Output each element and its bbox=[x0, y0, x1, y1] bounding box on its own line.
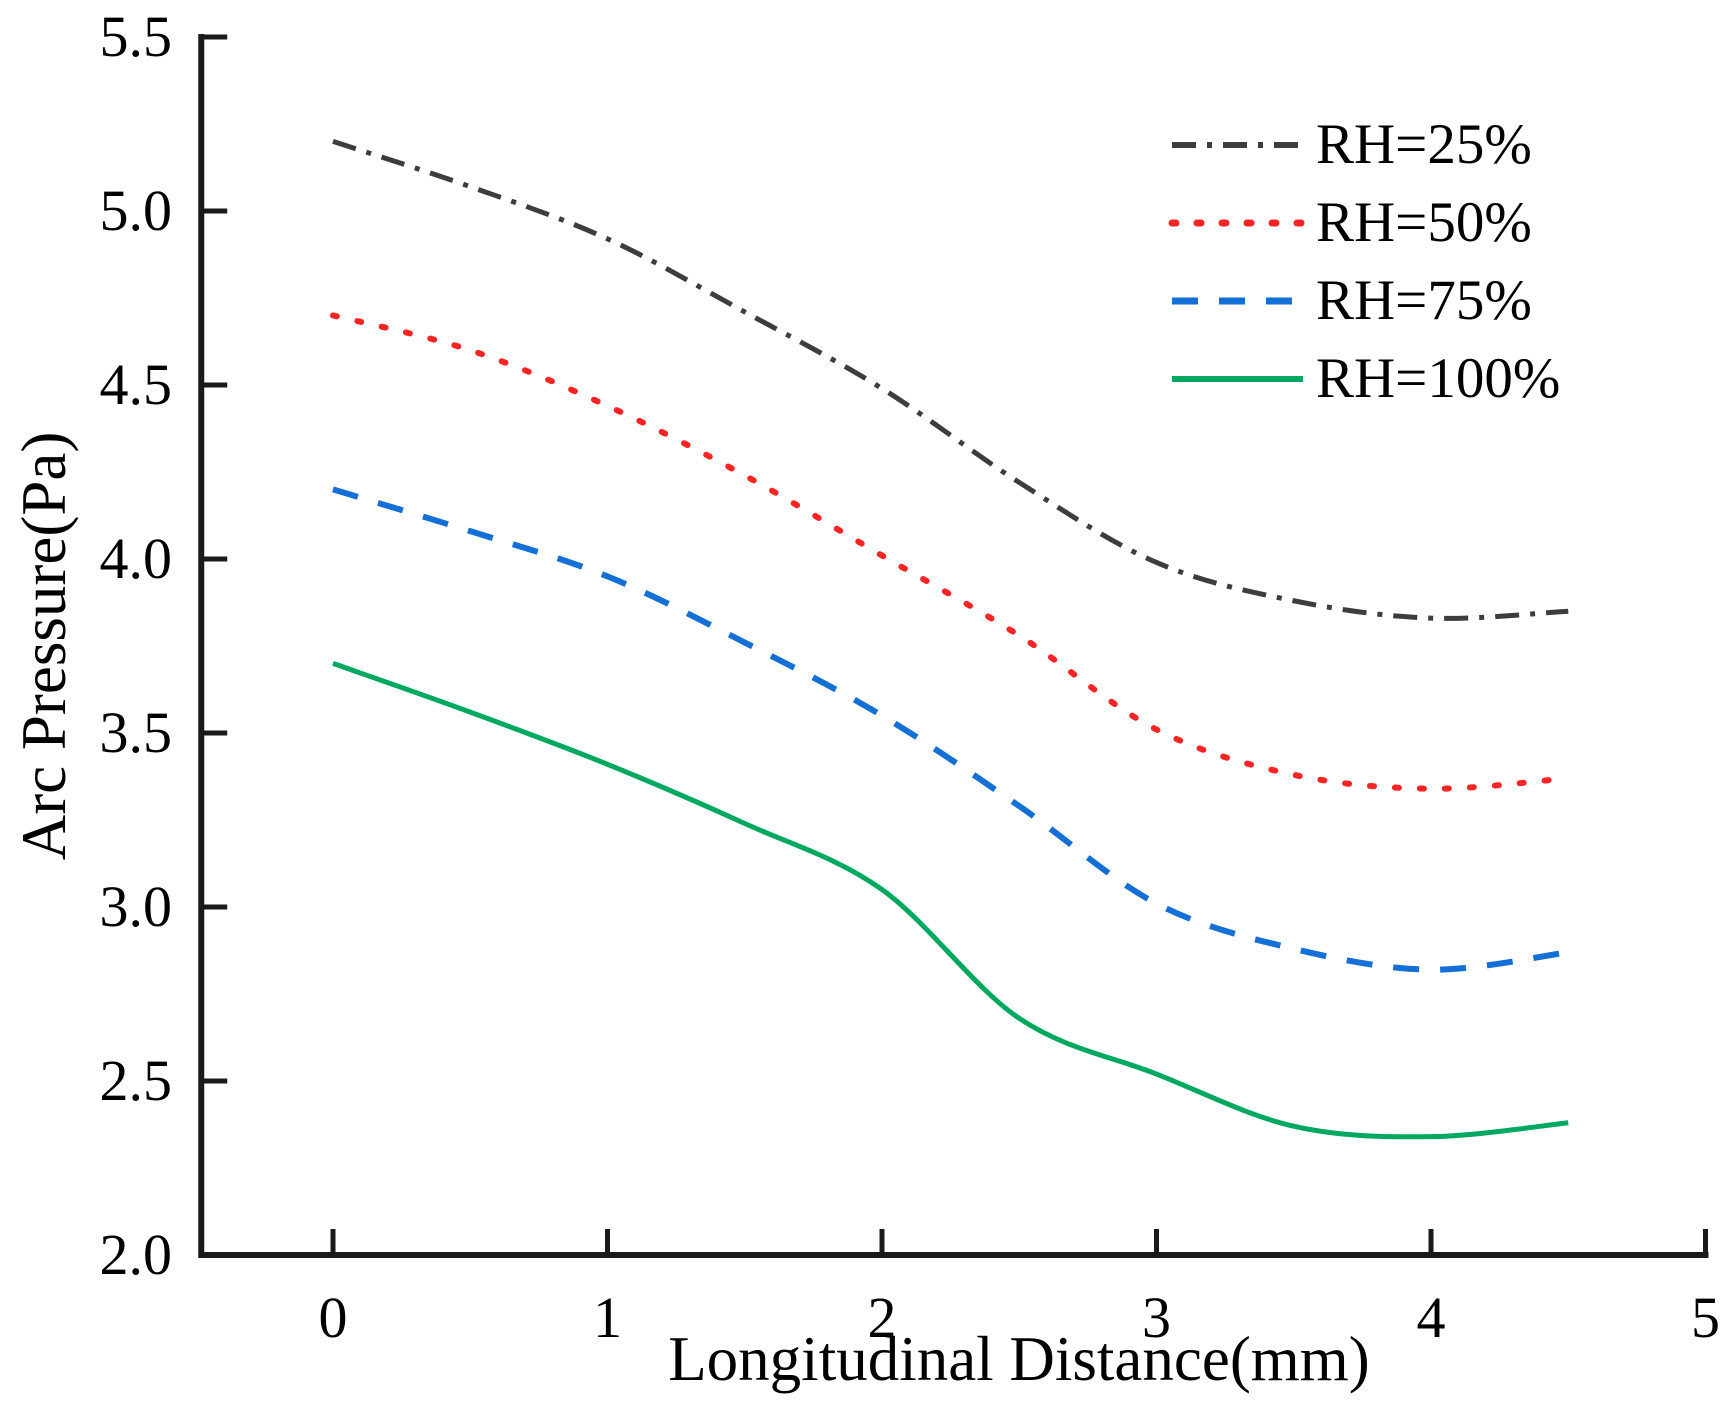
legend-label: RH=25% bbox=[1316, 113, 1532, 176]
axes bbox=[198, 34, 1709, 1258]
legend-markers bbox=[1168, 142, 1307, 382]
y-tick-label: 4.5 bbox=[99, 352, 173, 417]
x-tick-label: 3 bbox=[1142, 1285, 1171, 1350]
series-lines bbox=[330, 139, 1572, 1140]
y-tick-label: 2.0 bbox=[99, 1222, 173, 1287]
x-tick-label: 0 bbox=[318, 1285, 348, 1350]
y-tick-label: 4.0 bbox=[99, 526, 173, 591]
axis-spines bbox=[198, 34, 1709, 1258]
y-axis-title: Arc Pressure(Pa) bbox=[9, 431, 79, 861]
y-tick-label: 5.0 bbox=[99, 178, 173, 243]
series-line-rh-25- bbox=[332, 139, 1569, 621]
series-line-rh-75- bbox=[332, 486, 1569, 973]
legend-label: RH=75% bbox=[1316, 269, 1532, 332]
legend-label: RH=100% bbox=[1316, 347, 1561, 410]
y-tick-label: 5.5 bbox=[99, 4, 173, 69]
y-tick-label: 3.5 bbox=[99, 700, 173, 765]
series-line-rh-50- bbox=[330, 312, 1572, 792]
series-line-rh-100- bbox=[332, 661, 1569, 1140]
y-tick-label: 3.0 bbox=[99, 874, 173, 939]
legend-label: RH=50% bbox=[1316, 191, 1532, 254]
y-tick-label: 2.5 bbox=[99, 1048, 173, 1113]
x-tick-label: 5 bbox=[1691, 1285, 1720, 1350]
x-tick-label: 2 bbox=[867, 1285, 897, 1350]
x-axis-title: Longitudinal Distance(mm) bbox=[668, 1324, 1370, 1394]
x-tick-label: 1 bbox=[593, 1285, 622, 1350]
x-tick-label: 4 bbox=[1416, 1285, 1446, 1350]
